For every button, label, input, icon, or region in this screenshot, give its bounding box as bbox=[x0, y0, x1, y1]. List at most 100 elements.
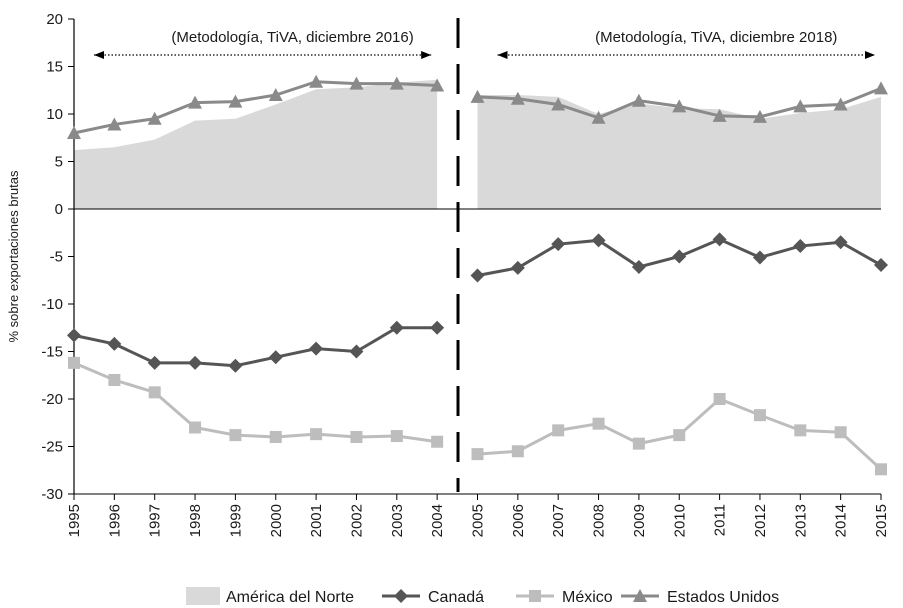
x-tick-label: 2004 bbox=[429, 504, 446, 537]
x-tick-label: 2007 bbox=[550, 504, 567, 537]
x-tick-label: 2015 bbox=[873, 504, 890, 537]
data-point-canada bbox=[430, 320, 445, 335]
data-point-mexico bbox=[834, 426, 847, 439]
methodology-note: (Metodología, TiVA, diciembre 2018) bbox=[595, 29, 837, 46]
annotation-arrowhead-right bbox=[421, 51, 432, 59]
y-tick-label: 10 bbox=[46, 106, 63, 123]
data-point-canada bbox=[107, 336, 122, 351]
y-tick-label: -25 bbox=[41, 439, 63, 456]
data-point-mexico bbox=[753, 409, 766, 422]
area-layer bbox=[74, 79, 881, 209]
x-tick-label: 1996 bbox=[106, 504, 123, 537]
data-point-mexico bbox=[431, 435, 444, 448]
data-point-mexico bbox=[471, 448, 484, 461]
data-point-mexico bbox=[390, 430, 403, 443]
data-point-estados-unidos bbox=[309, 74, 324, 88]
legend-swatch bbox=[186, 587, 220, 605]
x-tick-label: 2005 bbox=[470, 504, 487, 537]
data-point-estados-unidos bbox=[551, 97, 566, 111]
methodology-note: (Metodología, TiVA, diciembre 2016) bbox=[171, 29, 413, 46]
legend-marker bbox=[529, 590, 541, 602]
data-point-estados-unidos bbox=[833, 97, 848, 111]
legend-marker bbox=[394, 589, 408, 603]
data-point-estados-unidos bbox=[268, 88, 283, 101]
data-point-estados-unidos bbox=[470, 89, 485, 103]
data-point-estados-unidos bbox=[591, 110, 606, 124]
series-line-mexico bbox=[73, 361, 438, 444]
data-point-canada bbox=[389, 320, 404, 335]
y-tick-label: -20 bbox=[41, 391, 63, 408]
data-point-canada bbox=[631, 259, 646, 274]
legend: América del Norte Canadá México Estados Uni… bbox=[186, 587, 779, 606]
data-point-mexico bbox=[148, 386, 161, 399]
x-tick-label: 2000 bbox=[268, 504, 285, 537]
x-tick-label: 2009 bbox=[631, 504, 648, 537]
x-tick-label: 2003 bbox=[389, 504, 406, 537]
y-tick-label: 15 bbox=[46, 59, 63, 76]
area-segment-2 bbox=[477, 95, 881, 209]
data-point-canada bbox=[551, 237, 566, 252]
y-tick-label: 5 bbox=[55, 154, 63, 171]
x-tick-label: 2013 bbox=[792, 504, 809, 537]
series-line-canada bbox=[73, 326, 438, 368]
data-point-canada bbox=[672, 249, 687, 264]
data-point-estados-unidos bbox=[874, 81, 888, 95]
data-point-estados-unidos bbox=[510, 91, 525, 105]
data-point-mexico bbox=[229, 429, 242, 442]
annotation-arrowhead-left bbox=[94, 51, 104, 59]
data-point-estados-unidos bbox=[672, 99, 687, 113]
x-tick-label: 2008 bbox=[591, 504, 608, 537]
legend-marker bbox=[633, 589, 647, 602]
legend-label: Estados Unidos bbox=[667, 589, 779, 606]
data-point-mexico bbox=[713, 393, 726, 405]
data-point-canada bbox=[67, 328, 81, 343]
data-point-canada bbox=[228, 358, 243, 373]
data-point-estados-unidos bbox=[228, 94, 243, 108]
data-point-canada bbox=[793, 239, 808, 254]
data-point-estados-unidos bbox=[389, 76, 404, 90]
data-point-canada bbox=[591, 233, 606, 248]
data-point-mexico bbox=[189, 421, 202, 434]
y-tick-label: -15 bbox=[41, 344, 63, 361]
data-point-mexico bbox=[875, 463, 887, 476]
legend-label: México bbox=[562, 589, 613, 606]
data-point-canada bbox=[470, 268, 485, 283]
x-tick-label: 2001 bbox=[308, 504, 325, 537]
data-point-canada bbox=[188, 355, 203, 370]
data-point-mexico bbox=[108, 374, 121, 386]
series-line-estados-unidos bbox=[73, 80, 438, 135]
annotation-arrowhead-left bbox=[497, 51, 508, 59]
area-segment-1 bbox=[74, 79, 438, 209]
data-point-mexico bbox=[673, 429, 686, 442]
y-axis-title: % sobre exportaciones brutas bbox=[6, 170, 21, 342]
data-point-mexico bbox=[552, 424, 565, 437]
data-point-canada bbox=[510, 260, 525, 275]
x-tick-label: 2002 bbox=[348, 504, 365, 537]
data-point-mexico bbox=[68, 356, 80, 369]
y-tick-label: -30 bbox=[41, 486, 63, 503]
data-point-estados-unidos bbox=[712, 108, 727, 122]
data-point-mexico bbox=[592, 417, 605, 430]
data-point-estados-unidos bbox=[793, 99, 808, 113]
x-tick-label: 2014 bbox=[833, 504, 850, 537]
data-point-estados-unidos bbox=[147, 111, 162, 125]
series-layer bbox=[67, 74, 888, 476]
y-tick-label: -10 bbox=[41, 296, 63, 313]
x-tick-label: 2012 bbox=[752, 504, 769, 537]
data-point-mexico bbox=[310, 428, 323, 441]
y-tick-label: -5 bbox=[50, 249, 63, 266]
annotation-arrowhead-right bbox=[865, 51, 875, 59]
data-point-canada bbox=[712, 232, 727, 247]
x-tick-label: 1999 bbox=[227, 504, 244, 537]
y-tick-label: 0 bbox=[55, 201, 63, 218]
data-point-estados-unidos bbox=[752, 109, 767, 123]
data-point-canada bbox=[752, 250, 767, 265]
y-tick-label: 20 bbox=[46, 11, 63, 28]
data-point-mexico bbox=[632, 437, 645, 450]
x-tick-label: 2010 bbox=[671, 504, 688, 537]
data-point-estados-unidos bbox=[67, 126, 81, 139]
legend-label: América del Norte bbox=[226, 589, 354, 606]
data-point-estados-unidos bbox=[631, 93, 646, 107]
